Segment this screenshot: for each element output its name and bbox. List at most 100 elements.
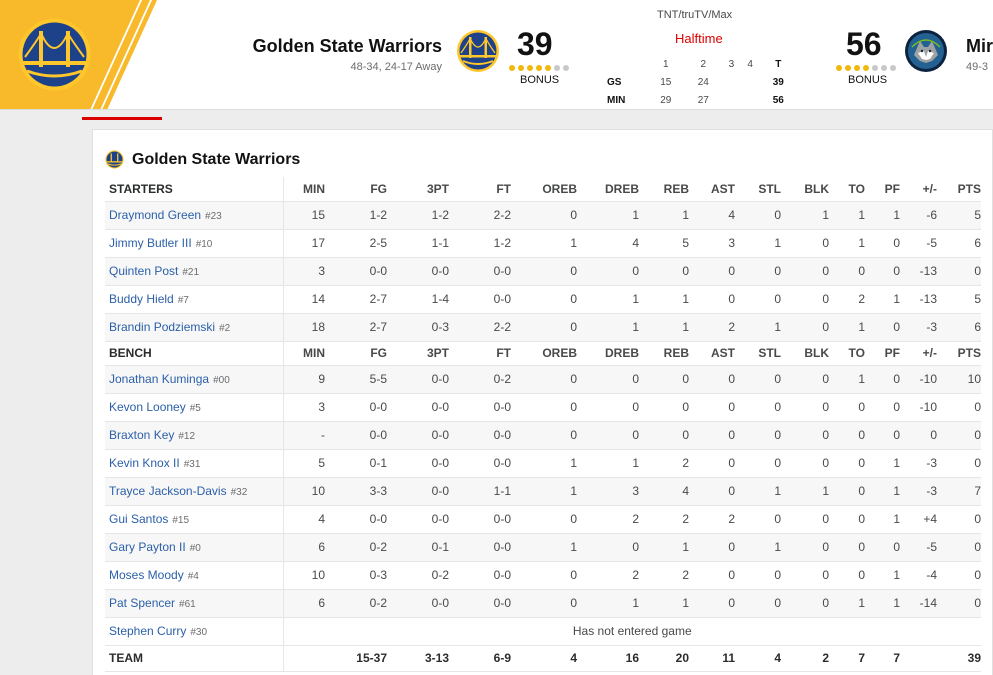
stat-cell: 14 — [283, 285, 325, 314]
team-total-cell: 11 — [689, 645, 735, 672]
stat-header[interactable]: MIN — [283, 341, 325, 366]
jersey-number: #15 — [172, 515, 190, 526]
player-name-link[interactable]: Gui Santos — [109, 512, 169, 526]
home-team-name[interactable]: Mir — [966, 36, 993, 56]
linescore-quarter-score: 27 — [697, 94, 709, 106]
away-score: 39 — [517, 26, 553, 62]
starters-header-row: STARTERS MIN FG 3PT FT OREB DREB REB AST STL BLK TO… — [105, 177, 981, 202]
player-name-link[interactable]: Kevin Knox II — [109, 456, 180, 470]
stat-cell: -3 — [900, 449, 937, 478]
stat-cell: 2 — [639, 449, 689, 478]
stat-cell: 6 — [937, 229, 981, 258]
player-cell: Pat Spencer #61 — [105, 589, 284, 618]
stat-header[interactable]: STL — [735, 341, 781, 366]
away-bonus-label: BONUS — [520, 74, 560, 86]
stat-cell: 0 — [511, 589, 577, 618]
player-name-link[interactable]: Brandin Podziemski — [109, 320, 216, 334]
player-name-link[interactable]: Gary Payton II — [109, 540, 186, 554]
stat-cell: 10 — [937, 365, 981, 394]
stat-header[interactable]: AST — [689, 341, 735, 366]
stat-header[interactable]: FT — [449, 341, 511, 366]
timeout-dot — [545, 65, 551, 71]
stat-cell: 17 — [283, 229, 325, 258]
stat-cell: 1 — [735, 533, 781, 562]
linescore-header-cell: 3 — [728, 58, 735, 70]
stat-header[interactable]: 3PT — [387, 177, 449, 202]
player-name-link[interactable]: Buddy Hield — [109, 292, 174, 306]
away-team-info[interactable]: Golden State Warriors 48-34, 24-17 Away — [253, 36, 442, 73]
away-team-name[interactable]: Golden State Warriors — [252, 36, 442, 56]
stat-cell: 0 — [577, 365, 639, 394]
stat-cell: -10 — [900, 365, 937, 394]
stat-cell: 0 — [689, 365, 735, 394]
stat-cell: 3 — [283, 257, 325, 286]
warriors-logo-icon[interactable] — [17, 17, 92, 92]
warriors-logo-icon[interactable] — [456, 29, 500, 73]
linescore-total: 56 — [772, 94, 784, 106]
player-cell: Moses Moody #4 — [105, 561, 284, 590]
stat-cell: 0 — [735, 285, 781, 314]
player-name-link[interactable]: Jimmy Butler III — [109, 236, 192, 250]
stat-cell: 9 — [283, 365, 325, 394]
stat-cell: 0-3 — [325, 561, 387, 590]
stat-cell: 0 — [511, 285, 577, 314]
stat-header[interactable]: OREB — [511, 177, 577, 202]
stat-header[interactable]: OREB — [511, 341, 577, 366]
stat-cell: 0 — [639, 365, 689, 394]
stat-cell: 0 — [511, 365, 577, 394]
player-name-link[interactable]: Trayce Jackson-Davis — [109, 484, 227, 498]
player-name-link[interactable]: Braxton Key — [109, 428, 175, 442]
stat-header[interactable]: REB — [639, 341, 689, 366]
jersey-number: #2 — [219, 323, 231, 334]
timberwolves-logo-icon[interactable] — [904, 29, 948, 73]
player-row: Moses Moody #4 10 0-3 0-2 0-0 0 2 2 0 0 0 0 1 -4 0 — [105, 561, 981, 590]
stat-cell: 1 — [865, 201, 900, 230]
team-totals-label: TEAM — [105, 645, 284, 672]
stat-header[interactable]: 3PT — [387, 341, 449, 366]
stat-cell: 4 — [283, 505, 325, 534]
stat-header[interactable]: BLK — [781, 341, 829, 366]
stat-header[interactable]: PF — [865, 341, 900, 366]
player-name-link[interactable]: Draymond Green — [109, 208, 202, 222]
stat-header[interactable]: +/- — [900, 177, 937, 202]
stat-header[interactable]: MIN — [283, 177, 325, 202]
stat-cell: 0-0 — [449, 533, 511, 562]
stat-cell: 0 — [937, 589, 981, 618]
stat-header[interactable]: FG — [325, 177, 387, 202]
player-name-link[interactable]: Moses Moody — [109, 568, 184, 582]
linescore-team-abbr: MIN — [607, 94, 626, 106]
stat-header[interactable]: DREB — [577, 177, 639, 202]
stat-header[interactable]: PTS — [937, 341, 981, 366]
stat-header[interactable]: PTS — [937, 177, 981, 202]
stat-cell: 1 — [639, 533, 689, 562]
stat-header[interactable]: +/- — [900, 341, 937, 366]
stat-header[interactable]: STL — [735, 177, 781, 202]
stat-cell: 0-0 — [387, 393, 449, 422]
stat-cell: 0 — [781, 285, 829, 314]
stat-header[interactable]: BLK — [781, 177, 829, 202]
stat-cell: 0 — [937, 421, 981, 450]
stat-header[interactable]: TO — [829, 341, 865, 366]
player-name-link[interactable]: Quinten Post — [109, 264, 179, 278]
stat-header[interactable]: PF — [865, 177, 900, 202]
player-name-link[interactable]: Stephen Curry — [109, 624, 187, 638]
stat-cell: 1 — [865, 477, 900, 506]
stat-cell: 0 — [781, 505, 829, 534]
stat-header[interactable]: TO — [829, 177, 865, 202]
stat-cell: 0-0 — [449, 505, 511, 534]
stat-cell: 0 — [865, 533, 900, 562]
timeout-dot — [527, 65, 533, 71]
stat-cell: 0 — [865, 229, 900, 258]
stat-header[interactable]: REB — [639, 177, 689, 202]
player-name-link[interactable]: Pat Spencer — [109, 596, 176, 610]
stat-header[interactable]: DREB — [577, 341, 639, 366]
stat-cell: 0 — [511, 505, 577, 534]
stat-cell: 0 — [781, 229, 829, 258]
stat-header[interactable]: FT — [449, 177, 511, 202]
player-name-link[interactable]: Kevon Looney — [109, 400, 186, 414]
home-team-info[interactable]: Mir 49-3 — [966, 36, 993, 73]
stat-cell: 0-2 — [325, 589, 387, 618]
stat-header[interactable]: AST — [689, 177, 735, 202]
player-name-link[interactable]: Jonathan Kuminga — [109, 372, 210, 386]
stat-header[interactable]: FG — [325, 341, 387, 366]
